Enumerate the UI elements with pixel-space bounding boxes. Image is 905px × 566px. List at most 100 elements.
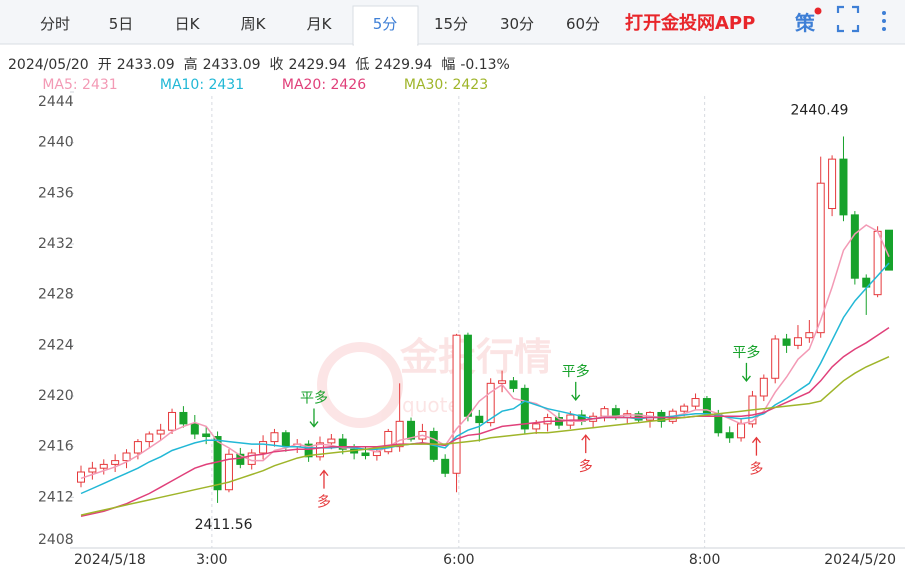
- x-tick-label: 2024/5/18: [74, 552, 146, 566]
- candle-body: [873, 230, 882, 296]
- candle-body: [680, 405, 689, 412]
- ma-line: [80, 262, 890, 495]
- y-tick-label: 2444: [38, 94, 74, 110]
- tab[interactable]: 月K: [307, 15, 333, 33]
- y-tick-label: 2420: [38, 388, 74, 404]
- candle-body: [828, 158, 837, 210]
- tab-active: [352, 5, 419, 46]
- candle-body: [782, 338, 791, 346]
- tab[interactable]: 30分: [500, 15, 534, 33]
- candle-body: [361, 452, 370, 457]
- signal-open: 多: [317, 494, 331, 511]
- candle-body: [202, 433, 211, 438]
- info-line: 2024/05/20 开 2433.09 高 2433.09 收 2429.94 低 2429.…: [8, 56, 510, 73]
- info-part: 收: [270, 57, 284, 73]
- candle-body: [99, 463, 108, 469]
- candle-body: [145, 433, 154, 443]
- candle-body: [384, 430, 393, 453]
- info-part: 2429.94: [374, 57, 432, 73]
- x-tick-label: 2024/5/20: [824, 552, 896, 566]
- x-tick-label: 6:00: [443, 552, 474, 566]
- signal-close: 平多: [732, 344, 760, 361]
- y-tick-label: 2436: [38, 185, 74, 201]
- signal-close: 平多: [300, 390, 328, 407]
- signal-open-arrow: [751, 436, 761, 456]
- info-part: 2433.09: [117, 57, 175, 73]
- candle-body: [88, 467, 97, 473]
- candle-body: [463, 334, 472, 417]
- candle-body: [270, 432, 279, 443]
- candle-body: [486, 382, 495, 424]
- legend-entry: MA20: 2426: [282, 77, 366, 93]
- signal-open-arrow: [581, 434, 591, 454]
- signal-close-arrow: [309, 408, 319, 428]
- candle-body: [315, 442, 324, 458]
- candle-body: [759, 377, 768, 397]
- y-tick-label: 2428: [38, 287, 74, 303]
- tab[interactable]: 60分: [566, 15, 600, 33]
- ma-line: [80, 224, 890, 480]
- legend-entry: MA30: 2423: [404, 77, 488, 93]
- candle-body: [156, 429, 165, 435]
- candle-body: [737, 423, 746, 439]
- info-part: 2429.94: [289, 57, 347, 73]
- candle-body: [133, 441, 142, 454]
- candle-body: [395, 420, 404, 448]
- candle-body: [771, 338, 780, 379]
- info-part: 2024/05/20: [8, 57, 89, 73]
- candle-body: [441, 458, 450, 474]
- info-part: 幅: [441, 57, 455, 73]
- candle-body: [793, 337, 802, 346]
- tab[interactable]: 周K: [241, 15, 267, 33]
- signal-close-arrow: [571, 381, 581, 401]
- candle-body: [850, 214, 859, 279]
- candle-body: [338, 438, 347, 450]
- candle-body: [179, 411, 188, 425]
- fullscreen-icon[interactable]: [836, 5, 860, 33]
- tab-active-cover: [354, 43, 417, 46]
- candle-body: [862, 277, 871, 288]
- y-tick-label: 2408: [38, 532, 74, 548]
- tab[interactable]: 5分: [373, 15, 398, 33]
- info-part: 开: [98, 57, 112, 73]
- tab[interactable]: 15分: [434, 15, 468, 33]
- y-tick-label: 2440: [38, 135, 74, 151]
- candle-body: [532, 423, 541, 430]
- ma-line: [80, 326, 890, 518]
- candle-body: [725, 432, 734, 439]
- watermark-logo: [317, 342, 403, 428]
- candle-body: [281, 432, 290, 448]
- info-part: 低: [355, 57, 369, 73]
- info-part: 2433.09: [203, 57, 261, 73]
- candle-body: [452, 334, 461, 474]
- candle-body: [327, 438, 336, 444]
- high-label: 2440.49: [791, 102, 849, 118]
- candle-body: [691, 398, 700, 407]
- candle-body: [475, 415, 484, 424]
- candle-body: [509, 380, 518, 389]
- tab[interactable]: 日K: [175, 15, 201, 33]
- watermark: 金投行情 quote: [317, 335, 552, 428]
- y-tick-label: 2424: [38, 337, 74, 353]
- watermark-text: 金投行情: [399, 335, 552, 379]
- tab[interactable]: 5日: [109, 15, 134, 33]
- candle-body: [805, 332, 814, 339]
- candle-body: [111, 460, 120, 465]
- y-tick-label: 2412: [38, 489, 74, 505]
- strategy-icon[interactable]: 策: [795, 11, 816, 35]
- tab[interactable]: 分时: [40, 15, 70, 33]
- candle-body: [816, 182, 825, 334]
- x-tick-label: 8:00: [689, 552, 720, 566]
- legend-entry: MA10: 2431: [160, 77, 244, 93]
- signal-open: 多: [579, 458, 593, 475]
- signal-close: 平多: [562, 363, 590, 380]
- promo-link[interactable]: 打开金投网APP: [625, 12, 755, 34]
- candle-body: [520, 387, 529, 430]
- x-tick-label: 3:00: [196, 552, 227, 566]
- legend-entry: MA5: 2431: [42, 77, 117, 93]
- info-part: 高: [184, 56, 198, 73]
- menu-icon[interactable]: [882, 11, 886, 31]
- candle-body: [224, 453, 233, 491]
- low-label: 2411.56: [195, 517, 253, 533]
